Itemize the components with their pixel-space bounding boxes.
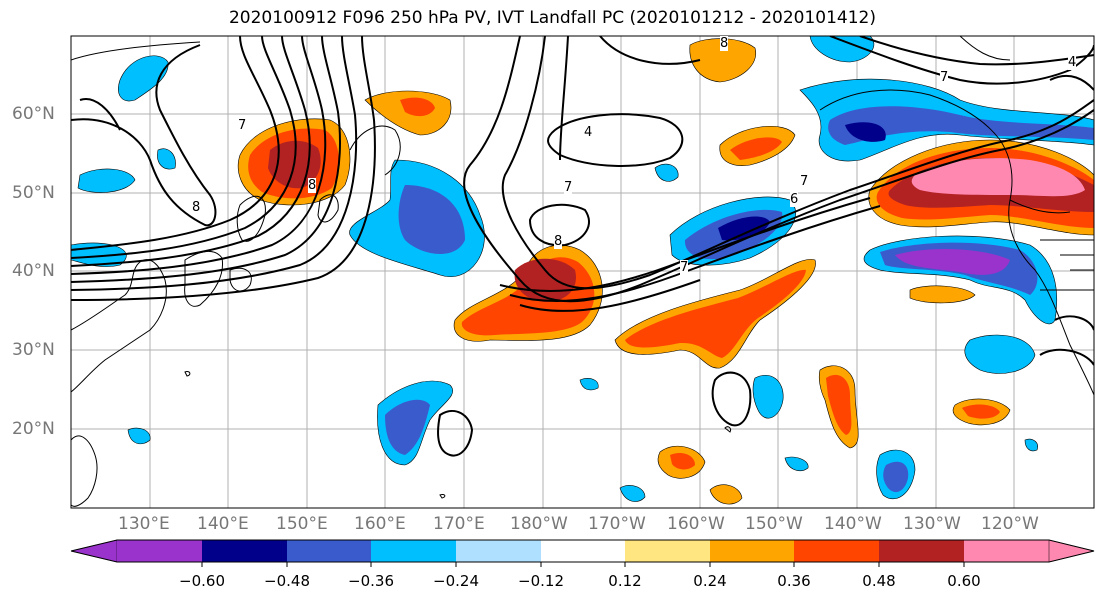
colorbar-tick-label: −0.12: [518, 572, 564, 590]
lon-label: 150°W: [745, 514, 803, 534]
lon-label: 150°E: [276, 514, 328, 534]
lat-label-50n: 50°N: [12, 183, 55, 203]
contour-label: 7: [238, 118, 247, 133]
lon-label: 170°W: [588, 514, 646, 534]
lon-label: 130°E: [118, 514, 170, 534]
lat-label-60n: 60°N: [12, 104, 55, 124]
colorbar: [70, 539, 1095, 567]
colorbar-tick-label: −0.60: [179, 572, 225, 590]
lon-label: 140°W: [824, 514, 882, 534]
lon-label: 130°W: [903, 514, 961, 534]
map-frame: [70, 35, 1095, 509]
lat-label-30n: 30°N: [12, 340, 55, 360]
coastlines: [71, 36, 1094, 507]
contour-label: 8: [554, 234, 563, 249]
contour-label: 6: [790, 192, 799, 207]
pv-contours: [71, 36, 1094, 457]
colorbar-tick-label: −0.36: [348, 572, 394, 590]
contour-label: 7: [940, 70, 949, 85]
contour-label: 4: [1068, 55, 1077, 70]
lon-label: 180°W: [510, 514, 568, 534]
lon-label: 170°E: [433, 514, 485, 534]
lon-label: 140°E: [197, 514, 249, 534]
contour-label: 8: [192, 200, 201, 215]
lon-label: 160°W: [667, 514, 725, 534]
colorbar-tick-label: 0.24: [693, 572, 727, 590]
contour-label: 4: [584, 125, 593, 140]
colorbar-tick-label: 0.60: [947, 572, 981, 590]
contour-label: 8: [720, 36, 729, 51]
contour-label: 7: [680, 260, 689, 275]
lat-label-20n: 20°N: [12, 419, 55, 439]
contour-label: 7: [564, 180, 573, 195]
colorbar-tick-label: −0.48: [264, 572, 310, 590]
negative-anomalies: [71, 36, 1094, 502]
colorbar-tick-label: −0.24: [433, 572, 479, 590]
map-title: 2020100912 F096 250 hPa PV, IVT Landfall…: [228, 8, 876, 28]
colorbar-tick-label: 0.12: [608, 572, 642, 590]
contour-label: 8: [308, 178, 317, 193]
colorbar-tick-label: 0.36: [777, 572, 811, 590]
lon-label: 160°E: [354, 514, 406, 534]
contour-label: 7: [800, 174, 809, 189]
positive-anomalies: [237, 38, 1094, 505]
map-plot-area: [71, 36, 1094, 508]
colorbar-tick-label: 0.48: [862, 572, 896, 590]
lon-label: 120°W: [981, 514, 1039, 534]
lat-label-40n: 40°N: [12, 261, 55, 281]
